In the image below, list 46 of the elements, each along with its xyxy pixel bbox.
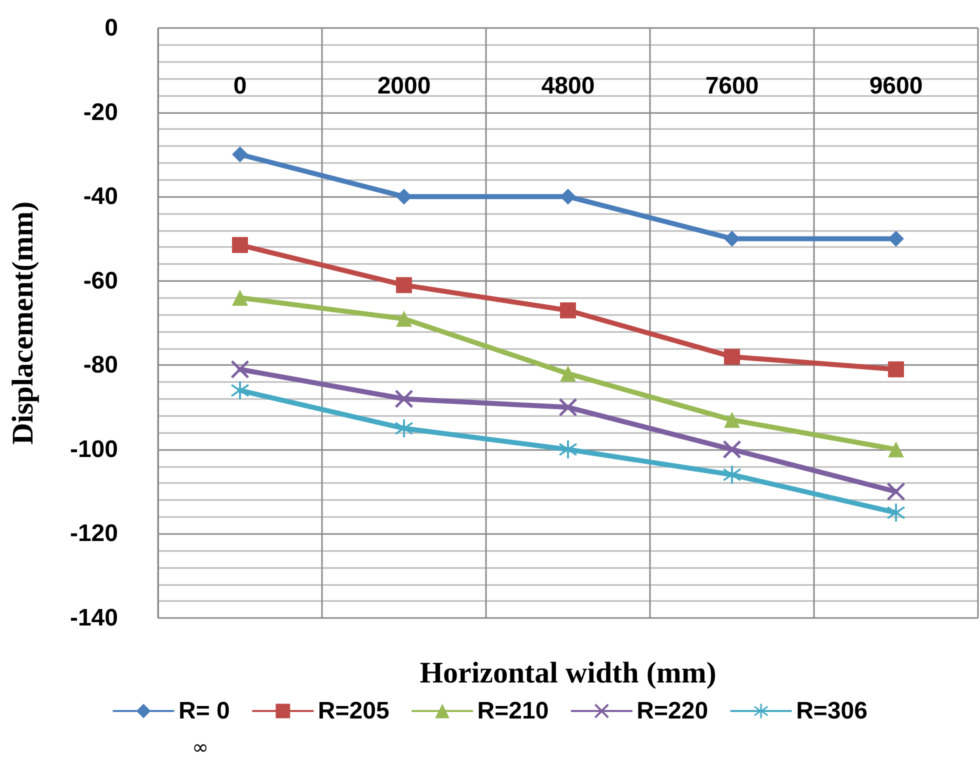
- point: [888, 441, 904, 458]
- point: [232, 290, 248, 306]
- legend-label: R=220: [636, 698, 708, 724]
- x-axis-title: Horizontal width (mm): [420, 656, 716, 690]
- text: ∞: [186, 735, 215, 759]
- point: [232, 146, 248, 162]
- point: [723, 466, 741, 484]
- point: [559, 440, 577, 458]
- y-tick-label: -60: [83, 267, 118, 294]
- legend-label: R=205: [318, 698, 390, 724]
- point: [232, 237, 248, 254]
- point: [231, 360, 249, 378]
- legend-label: R=306: [796, 698, 868, 724]
- y-tick-label: -80: [83, 352, 118, 379]
- point: [887, 504, 905, 522]
- point: [560, 188, 576, 205]
- point: [395, 419, 413, 438]
- y-axis-title: Displacement(mm): [6, 201, 40, 445]
- point: [396, 188, 412, 205]
- point: [231, 381, 249, 400]
- y-tick-label: 0: [104, 14, 118, 42]
- point: [887, 482, 905, 501]
- point: [888, 230, 904, 247]
- x-tick-label: 4800: [541, 72, 595, 100]
- x-tick-label: 0: [233, 72, 247, 100]
- point: [559, 398, 577, 416]
- point: [396, 310, 412, 327]
- legend-label: R=210: [477, 698, 549, 724]
- point: [723, 440, 741, 458]
- x-tick-label: 7600: [705, 72, 759, 100]
- point: [560, 302, 576, 318]
- y-tick-label: -100: [70, 436, 118, 463]
- point: [396, 277, 412, 294]
- x-tick-label: 2000: [377, 72, 431, 100]
- point: [560, 366, 576, 382]
- point: [395, 390, 413, 408]
- point: [724, 412, 740, 428]
- y-tick-label: -20: [83, 98, 118, 126]
- y-tick-label: -40: [83, 183, 118, 210]
- point: [724, 230, 740, 247]
- point: [724, 348, 740, 365]
- y-tick-label: -140: [70, 604, 118, 632]
- legend-label: R= 0: [178, 698, 230, 724]
- y-tick-label: -120: [70, 520, 118, 548]
- x-tick-label: 9600: [869, 72, 923, 100]
- point: [888, 361, 904, 378]
